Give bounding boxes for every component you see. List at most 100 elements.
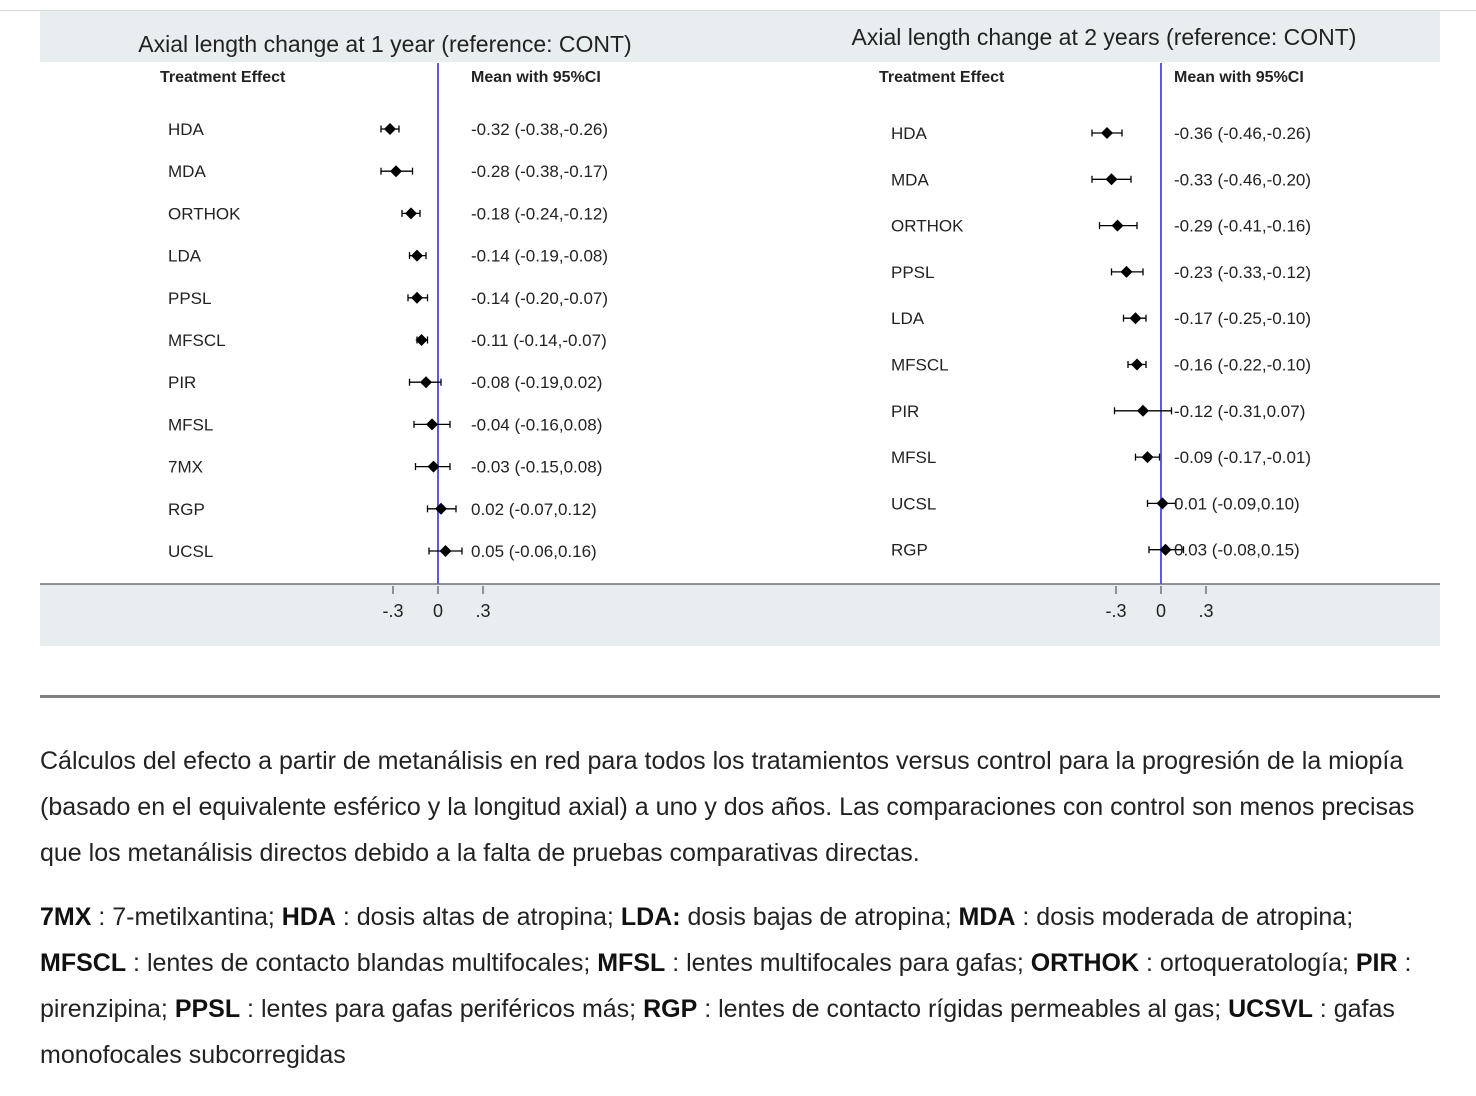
abbreviation-definition: : 7-metilxantina; bbox=[91, 903, 282, 931]
point-estimate-marker bbox=[1101, 127, 1113, 139]
point-estimate-marker bbox=[435, 502, 447, 515]
mean-ci-value: 0.02 (-0.07,0.12) bbox=[471, 500, 597, 519]
point-estimate-marker bbox=[1120, 265, 1133, 278]
abbreviation-term: LDA: bbox=[620, 903, 681, 931]
abbreviation-term: PIR bbox=[1355, 949, 1398, 977]
treatment-label: LDA bbox=[891, 309, 925, 328]
treatment-effect-header: Treatment Effect bbox=[160, 69, 286, 86]
point-estimate-marker bbox=[439, 545, 452, 557]
point-estimate-marker bbox=[1156, 497, 1169, 510]
abbreviation-definition: : gafas monofocales subcorregidas bbox=[40, 995, 1395, 1069]
mean-ci-value: -0.29 (-0.41,-0.16) bbox=[1174, 217, 1311, 236]
treatment-label: ORTHOK bbox=[168, 204, 241, 223]
mean-ci-value: -0.32 (-0.38,-0.26) bbox=[471, 120, 608, 139]
mean-ci-value: -0.17 (-0.25,-0.10) bbox=[1174, 309, 1311, 328]
abbreviation-term: RGP bbox=[643, 995, 698, 1023]
abbreviation-definition: : lentes multifocales para gafas; bbox=[665, 949, 1031, 977]
figure-separator bbox=[40, 695, 1440, 698]
point-estimate-marker bbox=[426, 418, 438, 431]
treatment-effect-header: Treatment Effect bbox=[879, 69, 1005, 86]
mean-ci-value: -0.18 (-0.24,-0.12) bbox=[471, 204, 608, 223]
treatment-label: PPSL bbox=[168, 289, 211, 308]
caption-paragraph: Cálculos del efecto a partir de metanáli… bbox=[40, 747, 1415, 867]
mean-ci-value: 0.05 (-0.06,0.16) bbox=[471, 542, 597, 561]
abbreviation-definition: : dosis altas de atropina; bbox=[335, 903, 621, 931]
point-estimate-marker bbox=[405, 207, 417, 220]
mean-ci-value: -0.14 (-0.19,-0.08) bbox=[471, 247, 608, 266]
mean-ci-value: -0.04 (-0.16,0.08) bbox=[471, 415, 602, 434]
point-estimate-marker bbox=[427, 460, 440, 473]
mean-ci-value: -0.33 (-0.46,-0.20) bbox=[1174, 170, 1311, 189]
abbreviation-term: ORTHOK bbox=[1030, 949, 1140, 977]
point-estimate-marker bbox=[1137, 404, 1149, 417]
point-estimate-marker bbox=[415, 334, 428, 346]
treatment-label: ORTHOK bbox=[891, 217, 964, 236]
x-tick-label: 0 bbox=[1156, 601, 1166, 621]
treatment-label: RGP bbox=[168, 500, 205, 519]
abbreviation-definition: dosis bajas de atropina; bbox=[680, 903, 959, 931]
abbreviation-definition: : lentes de contacto blandas multifocale… bbox=[126, 949, 598, 977]
mean-ci-value: -0.08 (-0.19,0.02) bbox=[471, 373, 602, 392]
mean-ci-value: -0.36 (-0.46,-0.26) bbox=[1174, 124, 1311, 143]
abbreviation-definition: : lentes para gafas periféricos más; bbox=[240, 995, 644, 1023]
treatment-label: MFSCL bbox=[168, 331, 226, 350]
point-estimate-marker bbox=[1111, 219, 1124, 232]
abbreviation-term: HDA bbox=[281, 903, 336, 931]
treatment-label: MDA bbox=[891, 170, 929, 189]
treatment-label: RGP bbox=[891, 541, 928, 560]
treatment-label: HDA bbox=[891, 124, 928, 143]
treatment-label: PIR bbox=[168, 373, 196, 392]
abbreviation-list: 7MX : 7-metilxantina; HDA : dosis altas … bbox=[40, 894, 1440, 1078]
treatment-label: UCSL bbox=[168, 542, 213, 561]
abbreviation-term: MFSCL bbox=[40, 949, 127, 977]
abbreviation-term: MFSL bbox=[597, 949, 666, 977]
x-tick-label: .3 bbox=[475, 601, 490, 621]
point-estimate-marker bbox=[1129, 312, 1142, 325]
abbreviation-definition: : lentes de contacto rígidas permeables … bbox=[697, 995, 1229, 1023]
abbreviation-definition: : dosis moderada de atropina; bbox=[1015, 903, 1354, 931]
point-estimate-marker bbox=[1105, 173, 1118, 186]
abbreviation-term: UCSVL bbox=[1228, 995, 1313, 1023]
mean-ci-value: -0.14 (-0.20,-0.07) bbox=[471, 289, 608, 308]
x-tick-label: 0 bbox=[433, 601, 443, 621]
figure-caption: Cálculos del efecto a partir de metanáli… bbox=[40, 738, 1440, 1096]
abbreviation-definition: : pirenzipina; bbox=[40, 949, 1412, 1023]
x-tick-label: -.3 bbox=[1105, 601, 1126, 621]
mean-ci-value: -0.23 (-0.33,-0.12) bbox=[1174, 263, 1311, 282]
plot-area bbox=[40, 62, 1440, 584]
x-tick-label: -.3 bbox=[382, 601, 403, 621]
treatment-label: PPSL bbox=[891, 263, 934, 282]
abbreviation-term: PPSL bbox=[174, 995, 241, 1023]
chart-title: Axial length change at 1 year (reference… bbox=[138, 31, 631, 57]
point-estimate-marker bbox=[420, 376, 432, 389]
point-estimate-marker bbox=[384, 123, 396, 135]
abbreviation-definition: : ortoqueratología; bbox=[1139, 949, 1356, 977]
treatment-label: MFSL bbox=[891, 448, 936, 467]
point-estimate-marker bbox=[411, 291, 423, 304]
mean-ci-value: 0.03 (-0.08,0.15) bbox=[1174, 541, 1300, 560]
point-estimate-marker bbox=[1131, 358, 1143, 371]
treatment-label: PIR bbox=[891, 402, 919, 421]
forest-plot-svg: Axial length change at 1 year (reference… bbox=[40, 24, 1440, 621]
treatment-label: MFSCL bbox=[891, 356, 949, 375]
treatment-label: HDA bbox=[168, 120, 205, 139]
treatment-label: MFSL bbox=[168, 415, 213, 434]
mean-ci-value: -0.12 (-0.31,0.07) bbox=[1174, 402, 1305, 421]
point-estimate-marker bbox=[1141, 451, 1154, 464]
forest-plot-figure: Axial length change at 1 year (reference… bbox=[40, 11, 1440, 646]
top-divider bbox=[0, 10, 1476, 11]
treatment-label: MDA bbox=[168, 162, 206, 181]
treatment-label: UCSL bbox=[891, 494, 936, 513]
mean-ci-header: Mean with 95%CI bbox=[1174, 69, 1304, 86]
mean-ci-value: -0.03 (-0.15,0.08) bbox=[471, 458, 602, 477]
mean-ci-header: Mean with 95%CI bbox=[471, 69, 601, 86]
treatment-label: LDA bbox=[168, 247, 202, 266]
point-estimate-marker bbox=[411, 249, 423, 262]
chart-title: Axial length change at 2 years (referenc… bbox=[852, 24, 1357, 50]
mean-ci-value: -0.09 (-0.17,-0.01) bbox=[1174, 448, 1311, 467]
abbreviation-term: 7MX bbox=[40, 903, 92, 931]
point-estimate-marker bbox=[390, 165, 402, 178]
x-tick-label: .3 bbox=[1198, 601, 1213, 621]
treatment-label: 7MX bbox=[168, 458, 203, 477]
mean-ci-value: 0.01 (-0.09,0.10) bbox=[1174, 494, 1300, 513]
